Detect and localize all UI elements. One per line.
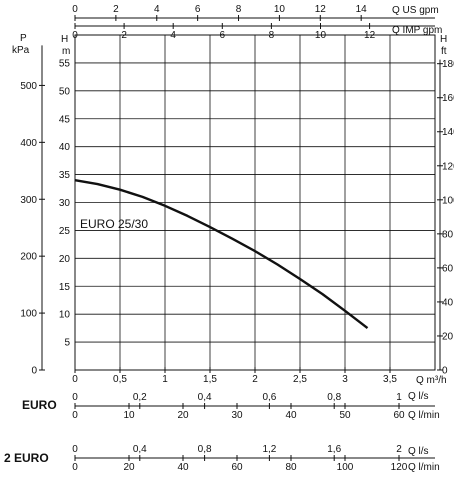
tick-label-head-m: 25 bbox=[59, 226, 71, 237]
tick-label-ft: 120 bbox=[442, 161, 454, 172]
tick-label-q-imp-gpm: 4 bbox=[170, 30, 176, 41]
scale-label-euro: EURO bbox=[22, 398, 57, 412]
axis-unit-euro-lmin: Q l/min bbox=[408, 410, 440, 421]
tick-label-q-imp-gpm: 2 bbox=[121, 30, 127, 41]
tick-label-q-us-gpm: 0 bbox=[72, 4, 78, 15]
tick-label-head-m: 30 bbox=[59, 198, 71, 209]
tick-label-ft: 160 bbox=[442, 93, 454, 104]
tick-label-head-m: 10 bbox=[59, 310, 71, 321]
tick-label-head-m: 20 bbox=[59, 254, 71, 265]
curve-annotation: EURO 25/30 bbox=[80, 217, 148, 231]
tick-label-euro2-lmin: 40 bbox=[177, 462, 189, 473]
grid bbox=[74, 34, 436, 371]
tick-label-q-m3h: 2 bbox=[252, 374, 258, 385]
labels: 510152025303540455055Hm0100200300400500P… bbox=[4, 4, 454, 473]
tick-label-head-m: 50 bbox=[59, 86, 71, 97]
tick-label-euro-ls: 0,2 bbox=[133, 392, 147, 403]
tick-label-q-m3h: 0 bbox=[72, 374, 78, 385]
tick-label-q-imp-gpm: 12 bbox=[364, 30, 376, 41]
tick-label-q-imp-gpm: 6 bbox=[220, 30, 226, 41]
tick-label-euro-ls: 0,4 bbox=[198, 392, 212, 403]
axes bbox=[39, 15, 443, 461]
tick-label-q-us-gpm: 4 bbox=[154, 4, 160, 15]
tick-label-euro-ls: 0,8 bbox=[327, 392, 341, 403]
tick-label-ft: 100 bbox=[442, 195, 454, 206]
axis-unit-kpa: kPa bbox=[12, 45, 30, 56]
tick-label-euro-lmin: 30 bbox=[231, 410, 243, 421]
axis-unit-q-imp-gpm: Q IMP gpm bbox=[392, 25, 442, 36]
series-line-euro-25-30 bbox=[74, 179, 369, 330]
tick-label-q-us-gpm: 10 bbox=[274, 4, 286, 15]
tick-label-euro-ls: 0,6 bbox=[262, 392, 276, 403]
tick-label-q-m3h: 3 bbox=[342, 374, 348, 385]
axis-top-label-h: H bbox=[61, 34, 68, 45]
tick-label-head-m: 55 bbox=[59, 58, 71, 69]
tick-label-euro2-lmin: 0 bbox=[72, 462, 78, 473]
tick-label-euro2-lmin: 120 bbox=[391, 462, 408, 473]
tick-label-head-m: 45 bbox=[59, 114, 71, 125]
tick-label-q-m3h: 1,5 bbox=[203, 374, 217, 385]
tick-label-q-m3h: 1 bbox=[162, 374, 168, 385]
tick-label-euro2-ls: 0 bbox=[72, 444, 78, 455]
tick-label-euro-ls: 0 bbox=[72, 392, 78, 403]
tick-label-kpa: 200 bbox=[20, 252, 37, 263]
curve-layer bbox=[74, 179, 369, 330]
tick-label-q-imp-gpm: 10 bbox=[315, 30, 327, 41]
axis-top-label-h-ft: H bbox=[440, 34, 447, 45]
tick-label-head-m: 15 bbox=[59, 282, 71, 293]
tick-label-euro-lmin: 20 bbox=[177, 410, 189, 421]
tick-label-ft: 60 bbox=[442, 263, 454, 274]
axis-unit-euro2-ls: Q l/s bbox=[408, 446, 429, 457]
tick-label-euro2-lmin: 20 bbox=[123, 462, 135, 473]
axis-unit-q-m3h: Q m³/h bbox=[416, 375, 447, 386]
tick-label-euro-lmin: 0 bbox=[72, 410, 78, 421]
tick-label-kpa: 400 bbox=[20, 138, 37, 149]
tick-label-q-us-gpm: 12 bbox=[315, 4, 327, 15]
tick-label-q-us-gpm: 6 bbox=[195, 4, 201, 15]
tick-label-ft: 20 bbox=[442, 331, 454, 342]
tick-label-euro2-ls: 0,8 bbox=[198, 444, 212, 455]
axis-top-label-p: P bbox=[20, 33, 27, 44]
tick-label-ft: 140 bbox=[442, 127, 454, 138]
tick-label-q-imp-gpm: 8 bbox=[269, 30, 275, 41]
axis-unit-ft: ft bbox=[441, 46, 447, 57]
tick-label-q-us-gpm: 8 bbox=[236, 4, 242, 15]
tick-label-euro2-lmin: 100 bbox=[337, 462, 354, 473]
tick-label-ft: 180 bbox=[442, 59, 454, 70]
tick-label-euro-lmin: 10 bbox=[123, 410, 135, 421]
tick-label-euro-lmin: 40 bbox=[285, 410, 297, 421]
tick-label-euro2-ls: 2 bbox=[396, 444, 402, 455]
axis-unit-q-us-gpm: Q US gpm bbox=[392, 5, 439, 16]
tick-label-head-m: 5 bbox=[64, 338, 70, 349]
tick-label-q-m3h: 0,5 bbox=[113, 374, 127, 385]
tick-label-euro-ls: 1 bbox=[396, 392, 402, 403]
tick-label-ft: 80 bbox=[442, 229, 454, 240]
tick-label-euro2-lmin: 60 bbox=[231, 462, 243, 473]
tick-label-euro-lmin: 60 bbox=[393, 410, 405, 421]
tick-label-q-m3h: 2,5 bbox=[293, 374, 307, 385]
tick-label-euro2-ls: 0,4 bbox=[133, 444, 147, 455]
tick-label-kpa: 300 bbox=[20, 195, 37, 206]
tick-label-kpa: 0 bbox=[31, 366, 37, 377]
tick-label-ft: 40 bbox=[442, 297, 454, 308]
tick-label-head-m: 40 bbox=[59, 142, 71, 153]
tick-label-q-m3h: 3,5 bbox=[383, 374, 397, 385]
tick-label-kpa: 100 bbox=[20, 309, 37, 320]
tick-label-q-us-gpm: 2 bbox=[113, 4, 119, 15]
tick-label-euro-lmin: 50 bbox=[339, 410, 351, 421]
scale-label-2-euro: 2 EURO bbox=[4, 451, 49, 465]
tick-label-euro2-ls: 1,6 bbox=[327, 444, 341, 455]
tick-label-q-imp-gpm: 0 bbox=[72, 30, 78, 41]
tick-label-euro2-lmin: 80 bbox=[285, 462, 297, 473]
tick-label-ft: 0 bbox=[442, 366, 448, 377]
tick-label-q-us-gpm: 14 bbox=[356, 4, 368, 15]
tick-label-kpa: 500 bbox=[20, 81, 37, 92]
tick-label-euro2-ls: 1,2 bbox=[262, 444, 276, 455]
axis-unit-m: m bbox=[62, 46, 70, 57]
axis-unit-euro-ls: Q l/s bbox=[408, 391, 429, 402]
tick-label-head-m: 35 bbox=[59, 170, 71, 181]
axis-unit-euro2-lmin: Q l/min bbox=[408, 462, 440, 473]
